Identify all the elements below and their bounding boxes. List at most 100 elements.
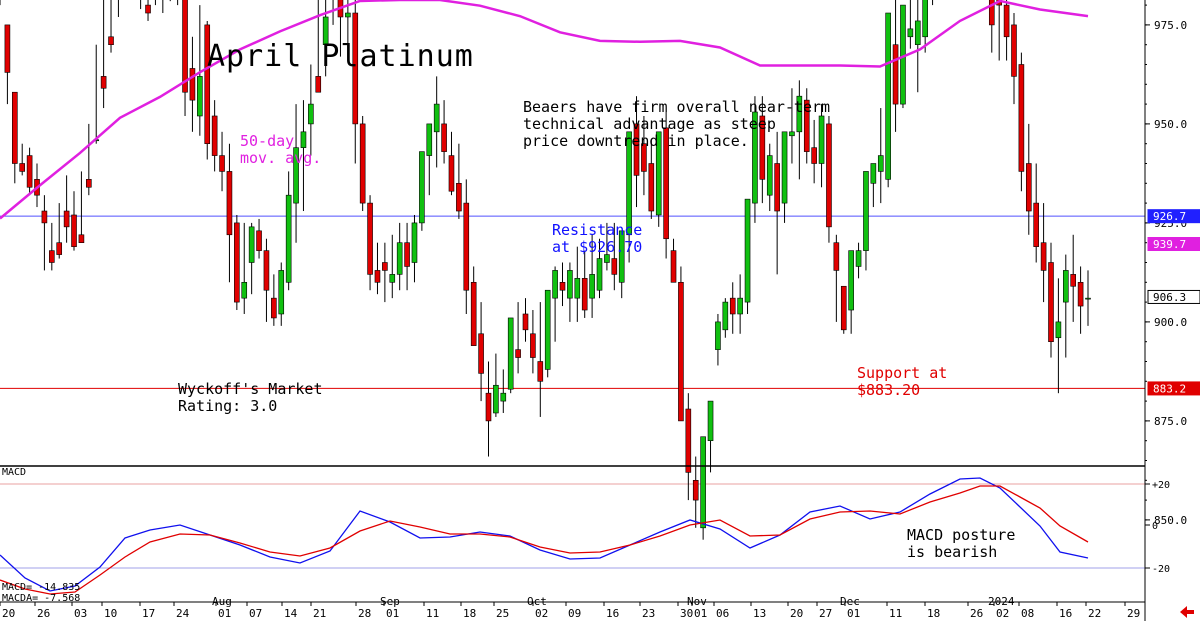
candle: [796, 80, 803, 180]
candle: [596, 238, 603, 299]
time-tick-label: 16: [1059, 607, 1072, 620]
time-tick-label: 11: [426, 607, 439, 620]
candle-body: [1062, 270, 1069, 303]
candle: [419, 151, 425, 231]
time-tick-label: 23: [642, 607, 655, 620]
candle: [100, 0, 107, 109]
candle: [567, 262, 573, 322]
time-tick-label: 06: [716, 607, 729, 620]
time-tick-label: 22: [1088, 607, 1101, 620]
candle-body: [300, 131, 307, 148]
candle-body: [71, 214, 77, 247]
commentary-text: Beaers have firm overall near-term techn…: [523, 98, 831, 150]
macd-panel-title: MACD: [2, 467, 27, 478]
candle: [19, 143, 26, 176]
candle: [729, 282, 736, 334]
candle: [93, 44, 100, 144]
candle: [154, 0, 156, 6]
candle-body: [500, 392, 507, 402]
candle-body: [744, 198, 751, 303]
support-label: Support at $883.20: [857, 364, 948, 399]
resistance-tag-box: [1147, 209, 1200, 224]
candle: [885, 12, 891, 188]
candle: [692, 456, 699, 528]
candle: [870, 163, 877, 208]
candle: [285, 171, 292, 291]
candle-body: [596, 258, 603, 291]
moving-average-line: [0, 0, 1089, 220]
candle-body: [766, 155, 773, 196]
candle: [256, 218, 262, 259]
candle-body: [663, 127, 669, 240]
candle-body: [1003, 4, 1010, 38]
candle-body: [1077, 281, 1084, 307]
candle-body: [100, 76, 107, 89]
candle-body: [988, 0, 995, 26]
candle: [574, 246, 581, 322]
candle: [552, 266, 558, 342]
candle-body: [56, 242, 63, 255]
candle-body: [241, 281, 248, 299]
candle-body: [248, 226, 255, 263]
candle: [108, 0, 114, 53]
candle: [271, 274, 277, 326]
month-label: Aug: [212, 595, 232, 608]
candle-body: [1070, 274, 1076, 287]
candle-body: [530, 333, 536, 358]
candle-body: [1033, 202, 1039, 247]
macd-tick-label: +20: [1152, 480, 1170, 491]
last-tag-box: [1147, 289, 1200, 304]
candle: [618, 230, 625, 299]
resistance-tag-label: 926.7: [1153, 210, 1186, 223]
candle-body: [715, 321, 721, 350]
time-tick-label: 24: [176, 607, 190, 620]
time-tick-label: 09: [568, 607, 581, 620]
support-tag: 883.2: [1147, 381, 1200, 396]
resistance-label: Resistance at $926.70: [552, 221, 643, 256]
macd-readout: MACD= -14.835 MACDA= -7.568: [2, 582, 81, 604]
candle-body: [404, 242, 410, 267]
candle-body: [685, 408, 692, 473]
candle-body: [1018, 64, 1025, 172]
candle: [4, 24, 11, 105]
candle-body: [367, 202, 373, 275]
candle: [544, 289, 551, 378]
time-tick-label: 27: [819, 607, 832, 620]
candle-body: [877, 155, 884, 172]
candle: [826, 115, 832, 243]
candle-body: [648, 163, 655, 212]
candle: [507, 317, 514, 394]
candle-body: [441, 123, 447, 152]
candle-body: [848, 250, 854, 311]
candle: [1018, 52, 1025, 192]
time-tick-label: 07: [249, 607, 262, 620]
moving-average-label: 50-day mov. avg.: [240, 132, 322, 167]
candle-body: [204, 24, 211, 145]
candle: [707, 400, 714, 473]
candle: [1011, 13, 1017, 105]
candle-body: [345, 12, 351, 18]
time-tick-label: 01: [386, 607, 399, 620]
candle-body: [1025, 163, 1032, 212]
candle-body: [737, 297, 743, 315]
candle: [248, 222, 255, 295]
candle-body: [826, 123, 832, 228]
candle: [633, 96, 640, 208]
candle: [470, 266, 477, 346]
candle-body: [478, 333, 484, 374]
candle: [359, 115, 366, 212]
candle: [456, 143, 462, 219]
candle-body: [41, 210, 48, 224]
time-tick-label: 02: [535, 607, 548, 620]
candle-body: [700, 436, 706, 529]
candle: [478, 302, 484, 402]
support-tag-box: [1147, 381, 1200, 396]
price-tick-label: 875.0: [1154, 415, 1187, 428]
candle-body: [892, 44, 899, 105]
back-arrow-icon[interactable]: [1180, 606, 1194, 618]
candle: [234, 214, 240, 311]
time-tick-label: 03: [74, 607, 87, 620]
candle: [789, 88, 795, 164]
candle: [537, 302, 544, 417]
candle: [145, 0, 151, 21]
